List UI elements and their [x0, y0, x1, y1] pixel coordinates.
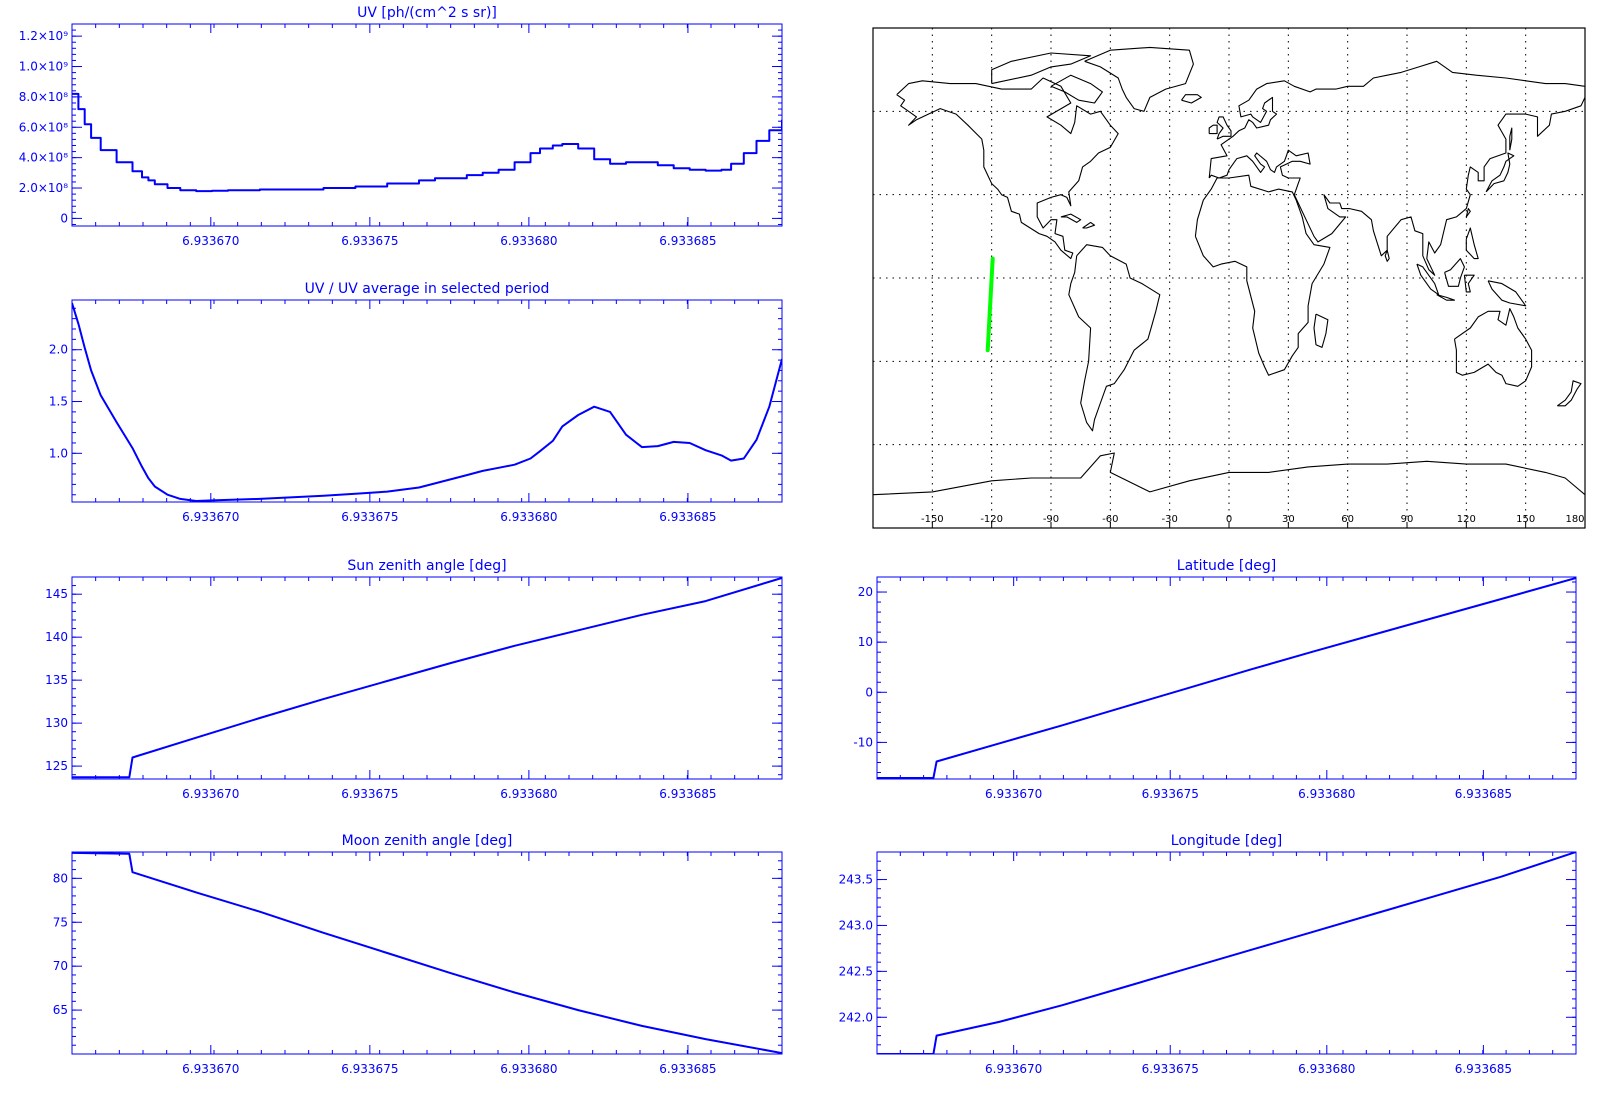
panel-sun-zenith: Sun zenith angle [deg] 6.933670 6.933675 6.…	[45, 558, 782, 801]
y-tick-label: 75	[53, 915, 68, 929]
x-tick-label: 6.933675	[341, 510, 398, 524]
x-tick-label: 6.933685	[1455, 787, 1512, 801]
y-tick-label: 4.0×10⁸	[19, 151, 68, 165]
y-tick-label: 130	[45, 716, 68, 730]
x-tick-label: 6.933670	[182, 234, 239, 248]
y-tick-label: 2.0	[49, 343, 68, 357]
x-tick-label: 6.933670	[985, 1062, 1042, 1076]
x-tick-label: 6.933675	[341, 787, 398, 801]
y-tick-label: -10	[853, 735, 873, 749]
map-x-tick-label: -120	[980, 514, 1003, 525]
x-tick-label: 6.933675	[1142, 787, 1199, 801]
map-x-tick-label: -150	[921, 514, 944, 525]
y-tick-label: 125	[45, 759, 68, 773]
series-line	[72, 303, 782, 501]
plot-frame	[72, 300, 782, 502]
panel-latitude: Latitude [deg] 6.933670 6.933675 6.933680 6.…	[853, 558, 1576, 801]
x-tick-label: 6.933685	[659, 787, 716, 801]
map-x-tick-label: 150	[1516, 514, 1535, 525]
plot-frame	[72, 24, 782, 226]
y-tick-label: 135	[45, 673, 68, 687]
map-x-tick-label: 0	[1226, 514, 1232, 525]
y-tick-label: 140	[45, 630, 68, 644]
y-tick-label: 65	[53, 1003, 68, 1017]
x-tick-label: 6.933670	[182, 1062, 239, 1076]
x-tick-label: 6.933670	[182, 787, 239, 801]
x-tick-label: 6.933680	[500, 787, 557, 801]
y-tick-label: 8.0×10⁸	[19, 90, 68, 104]
x-tick-label: 6.933685	[659, 1062, 716, 1076]
x-tick-label: 6.933680	[500, 1062, 557, 1076]
map-x-tick-label: 30	[1282, 514, 1295, 525]
map-x-tick-label: -60	[1102, 514, 1118, 525]
x-tick-label: 6.933685	[1455, 1062, 1512, 1076]
y-tick-label: 1.5	[49, 395, 68, 409]
map-x-tick-label: 90	[1401, 514, 1414, 525]
y-tick-label: 242.0	[839, 1010, 873, 1024]
map-x-tick-label: 60	[1341, 514, 1354, 525]
x-tick-label: 6.933680	[1298, 1062, 1355, 1076]
series-line	[72, 94, 782, 191]
y-tick-label: 80	[53, 871, 68, 885]
panel-uv-ratio: UV / UV average in selected period 6.9336…	[49, 281, 782, 524]
plot-frame	[72, 852, 782, 1054]
chart-title: UV / UV average in selected period	[305, 281, 550, 297]
y-tick-label: 10	[858, 635, 873, 649]
x-tick-label: 6.933670	[985, 787, 1042, 801]
x-tick-label: 6.933670	[182, 510, 239, 524]
series-line	[72, 578, 782, 777]
x-tick-label: 6.933680	[500, 234, 557, 248]
y-tick-label: 243.0	[839, 918, 873, 932]
y-tick-label: 2.0×10⁸	[19, 181, 68, 195]
y-tick-label: 1.0	[49, 446, 68, 460]
chart-title: UV [ph/(cm^2 s sr)]	[357, 5, 497, 21]
series-line	[877, 578, 1576, 778]
series-line	[72, 853, 782, 1053]
y-tick-label: 0	[865, 685, 873, 699]
panel-longitude: Longitude [deg] 6.933670 6.933675 6.933680 6…	[839, 833, 1576, 1076]
x-tick-label: 6.933685	[659, 510, 716, 524]
map-x-tick-label: 120	[1457, 514, 1476, 525]
panel-uv: UV [ph/(cm^2 s sr)] 6.933670 6.933675 6.933…	[19, 5, 782, 248]
chart-title: Moon zenith angle [deg]	[342, 833, 513, 849]
y-tick-label: 0	[60, 211, 68, 225]
map-x-tick-label: -30	[1161, 514, 1177, 525]
y-tick-label: 1.2×10⁹	[19, 29, 68, 43]
chart-title: Latitude [deg]	[1177, 558, 1276, 574]
map-x-tick-label: -90	[1043, 514, 1059, 525]
y-tick-label: 70	[53, 959, 68, 973]
x-tick-label: 6.933675	[341, 234, 398, 248]
y-tick-label: 145	[45, 587, 68, 601]
y-tick-label: 242.5	[839, 964, 873, 978]
y-tick-label: 243.5	[839, 873, 873, 887]
x-tick-label: 6.933675	[1142, 1062, 1199, 1076]
x-tick-label: 6.933680	[1298, 787, 1355, 801]
y-tick-label: 20	[858, 585, 873, 599]
y-tick-label: 1.0×10⁹	[19, 60, 68, 74]
plot-frame	[877, 852, 1576, 1054]
x-tick-label: 6.933675	[341, 1062, 398, 1076]
chart-title: Sun zenith angle [deg]	[347, 558, 506, 574]
y-tick-label: 6.0×10⁸	[19, 120, 68, 134]
panel-map: -150 -120 -90 -60 -30 0 30 60 90 120 150 180	[873, 28, 1585, 528]
chart-title: Longitude [deg]	[1171, 833, 1282, 849]
series-line	[877, 852, 1576, 1054]
map-x-tick-label: 180	[1565, 514, 1584, 525]
x-tick-label: 6.933680	[500, 510, 557, 524]
panel-moon-zenith: Moon zenith angle [deg] 6.933670 6.933675 6…	[53, 833, 782, 1076]
x-tick-label: 6.933685	[659, 234, 716, 248]
